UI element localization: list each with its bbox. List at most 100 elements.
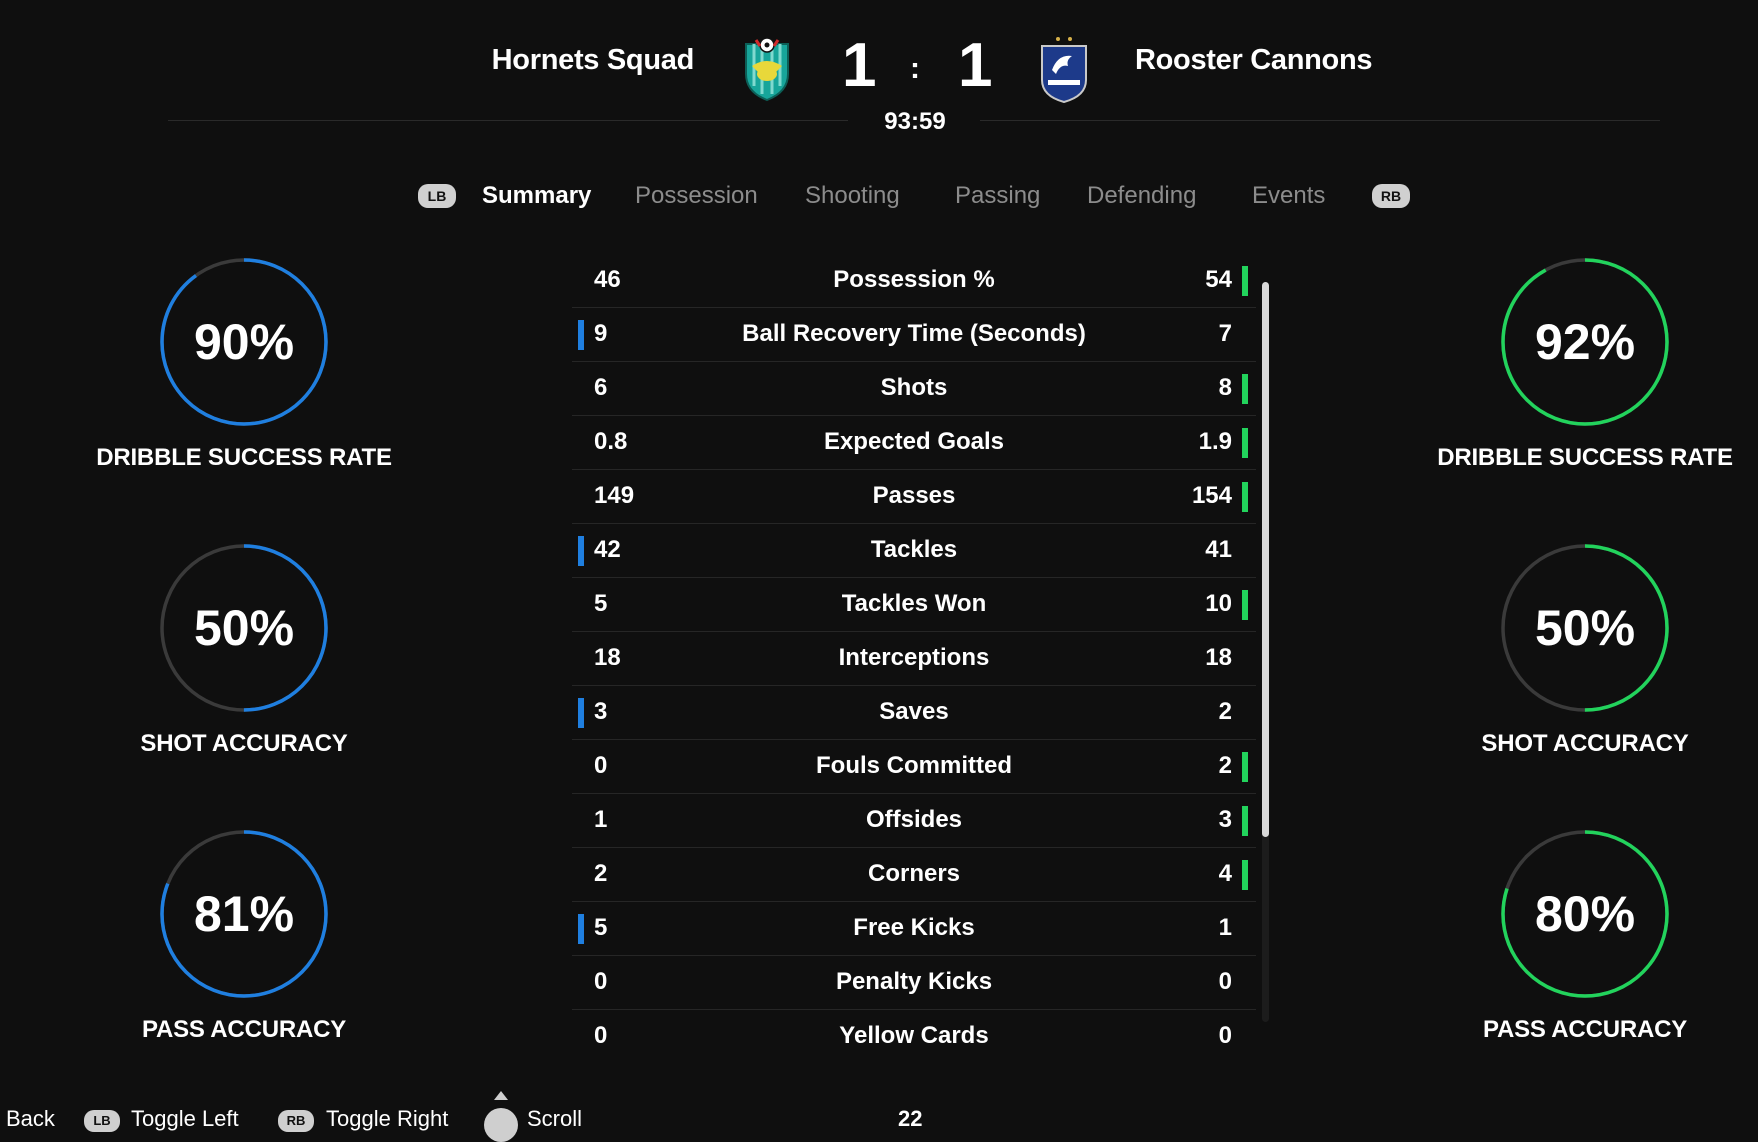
ring-chart: [160, 258, 328, 426]
ring-chart: [1501, 544, 1669, 712]
away-lead-marker: [1242, 590, 1248, 620]
ring-value: 80%: [1534, 886, 1636, 942]
toggle-left-hint[interactable]: Toggle Left: [131, 1106, 239, 1131]
stat-row: 5 Free Kicks 1: [572, 902, 1256, 956]
stat-row: 2 Corners 4: [572, 848, 1256, 902]
home-stat-value: 5: [594, 914, 608, 941]
home-lead-marker: [578, 536, 584, 566]
ring-label: SHOT ACCURACY: [1481, 730, 1689, 757]
home-team-name: Hornets Squad: [491, 44, 695, 76]
home-stat-value: 0.8: [594, 428, 628, 455]
tab-shooting[interactable]: Shooting: [805, 182, 900, 209]
stats-scrollbar[interactable]: [1262, 282, 1269, 1022]
away-stat-value: 1.9: [1198, 428, 1232, 455]
toggle-right-hint[interactable]: Toggle Right: [326, 1106, 449, 1131]
tab-events[interactable]: Events: [1252, 182, 1326, 209]
scroll-hint[interactable]: Scroll: [527, 1106, 583, 1131]
home-stat-value: 5: [594, 590, 608, 617]
home-score: 1: [842, 31, 877, 100]
stat-label: Fouls Committed: [816, 752, 1012, 779]
stat-label: Tackles: [870, 536, 958, 563]
away-stat-value: 8: [1218, 374, 1232, 401]
away-score: 1: [958, 31, 993, 100]
tab-summary[interactable]: Summary: [482, 182, 592, 209]
stats-table[interactable]: 46 Possession % 54 9 Ball Recovery Time (Sec…: [572, 254, 1256, 1063]
away-stat-value: 2: [1218, 752, 1232, 779]
stat-row: 0.8 Expected Goals 1.9: [572, 416, 1256, 470]
away-stat-value: 2: [1218, 698, 1232, 725]
home-stat-value: 3: [594, 698, 608, 725]
away-stat-value: 41: [1205, 536, 1232, 563]
stat-row: 0 Penalty Kicks 0: [572, 956, 1256, 1010]
home-stat-value: 0: [594, 1022, 608, 1049]
away-lead-marker: [1242, 482, 1248, 512]
away-lead-marker: [1242, 374, 1248, 404]
away-shot-accuracy-ring: 50% SHOT ACCURACY: [1405, 542, 1758, 758]
stats-tab-bar: LB Summary Possession Shooting Passing D…: [0, 182, 1758, 222]
stick-up-arrow-icon: [494, 1091, 508, 1100]
rb-hint-icon: RB: [278, 1110, 314, 1132]
stat-label: Expected Goals: [823, 428, 1005, 455]
stat-label: Interceptions: [838, 644, 990, 671]
away-lead-marker: [1242, 752, 1248, 782]
home-lead-marker: [578, 320, 584, 350]
ring-value: 81%: [193, 886, 295, 942]
right-stick-icon: [484, 1108, 518, 1142]
scrollbar-thumb[interactable]: [1262, 282, 1269, 837]
stat-label: Free Kicks: [853, 914, 975, 941]
home-stat-value: 2: [594, 860, 608, 887]
stat-row: 3 Saves 2: [572, 686, 1256, 740]
tab-defending[interactable]: Defending: [1087, 182, 1197, 209]
home-stat-value: 46: [594, 266, 621, 293]
home-stat-value: 42: [594, 536, 621, 563]
ring-chart: [160, 544, 328, 712]
home-dribble-ring: 90% DRIBBLE SUCCESS RATE: [64, 256, 424, 472]
away-stat-value: 1: [1218, 914, 1232, 941]
rb-button-icon[interactable]: RB: [1372, 184, 1410, 208]
stat-row: 0 Yellow Cards 0: [572, 1010, 1256, 1063]
stat-label: Corners: [867, 860, 961, 887]
away-stat-value: 54: [1205, 266, 1232, 293]
away-stat-value: 0: [1218, 1022, 1232, 1049]
away-lead-marker: [1242, 806, 1248, 836]
ring-value: 50%: [1534, 600, 1636, 656]
stat-label: Possession %: [833, 266, 995, 293]
header-divider-left: [168, 120, 848, 121]
stat-row: 42 Tackles 41: [572, 524, 1256, 578]
away-lead-marker: [1242, 860, 1248, 890]
ring-label: SHOT ACCURACY: [140, 730, 348, 757]
away-stat-value: 7: [1218, 320, 1232, 347]
stat-row: 46 Possession % 54: [572, 254, 1256, 308]
stat-row: 1 Offsides 3: [572, 794, 1256, 848]
stat-row: 6 Shots 8: [572, 362, 1256, 416]
away-stat-value: 0: [1218, 968, 1232, 995]
ring-label: DRIBBLE SUCCESS RATE: [1437, 444, 1733, 471]
lb-button-icon[interactable]: LB: [418, 184, 456, 208]
back-hint[interactable]: Back: [6, 1106, 55, 1131]
header-divider-right: [980, 120, 1660, 121]
tab-possession[interactable]: Possession: [635, 182, 758, 209]
home-pass-accuracy-ring: 81% PASS ACCURACY: [64, 828, 424, 1044]
home-stat-value: 6: [594, 374, 608, 401]
home-stat-value: 18: [594, 644, 621, 671]
away-stat-value: 18: [1205, 644, 1232, 671]
ring-value: 50%: [193, 600, 295, 656]
ring-label: PASS ACCURACY: [141, 1016, 347, 1043]
away-stat-value: 10: [1205, 590, 1232, 617]
match-clock: 93:59: [884, 108, 946, 135]
away-pass-accuracy-ring: 80% PASS ACCURACY: [1405, 828, 1758, 1044]
stat-label: Shots: [880, 374, 948, 401]
away-dribble-ring: 92% DRIBBLE SUCCESS RATE: [1405, 256, 1758, 472]
tab-passing[interactable]: Passing: [955, 182, 1041, 209]
ring-value: 90%: [193, 314, 295, 370]
home-stat-value: 0: [594, 968, 608, 995]
stat-row: 0 Fouls Committed 2: [572, 740, 1256, 794]
hornet-crest-icon: [745, 37, 789, 102]
ring-chart: [160, 830, 328, 998]
away-lead-marker: [1242, 428, 1248, 458]
stat-label: Offsides: [865, 806, 963, 833]
stat-label: Yellow Cards: [839, 1022, 989, 1049]
ring-chart: [1501, 830, 1669, 998]
stat-row: 149 Passes 154: [572, 470, 1256, 524]
lb-hint-icon: LB: [84, 1110, 120, 1132]
